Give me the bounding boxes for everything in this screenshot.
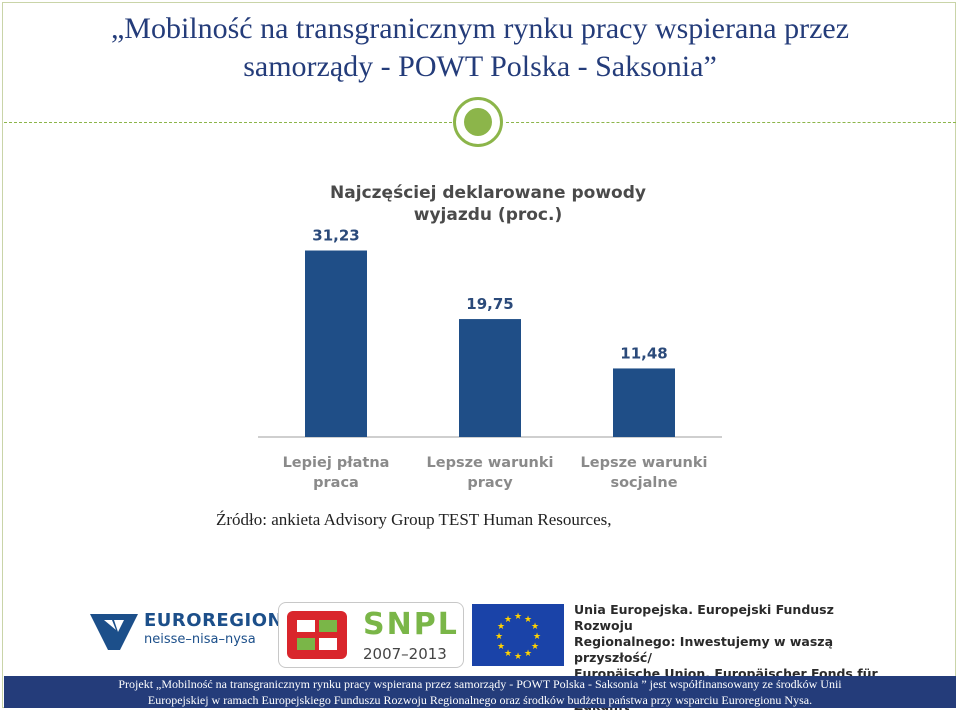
euroregion-name: EUROREGION bbox=[144, 610, 284, 631]
svg-text:★: ★ bbox=[531, 622, 539, 632]
snpl-logo: SNPL 2007–2013 bbox=[278, 602, 464, 668]
svg-text:★: ★ bbox=[504, 615, 512, 625]
slide-title-line1: „Mobilność na transgranicznym rynku prac… bbox=[110, 12, 850, 45]
euroregion-subtitle: neisse–nisa–nysa bbox=[144, 632, 256, 647]
svg-text:★: ★ bbox=[497, 622, 505, 632]
slide-title: „Mobilność na transgranicznym rynku prac… bbox=[0, 10, 960, 86]
bar-3 bbox=[613, 368, 675, 437]
eu-flag-icon: ★ ★ ★ ★ ★ ★ ★ ★ ★ ★ ★ ★ bbox=[472, 604, 564, 666]
bar-value-label-3: 11,48 bbox=[620, 344, 667, 362]
title-divider-left bbox=[4, 122, 452, 123]
svg-text:★: ★ bbox=[533, 632, 541, 642]
svg-text:★: ★ bbox=[524, 649, 532, 659]
eu-text-line2: Regionalnego: Inwestujemy w waszą przysz… bbox=[574, 634, 834, 665]
svg-text:★: ★ bbox=[514, 612, 522, 622]
svg-text:★: ★ bbox=[497, 642, 505, 652]
footer: Projekt „Mobilność na transgranicznym ry… bbox=[4, 676, 956, 708]
bar-2 bbox=[459, 319, 521, 437]
svg-text:★: ★ bbox=[495, 632, 503, 642]
circle-emblem-icon bbox=[453, 97, 503, 147]
footer-line2: Europejskiej w ramach Europejskiego Fund… bbox=[147, 693, 813, 707]
bar-1 bbox=[305, 250, 367, 437]
category-label-1-line-2: praca bbox=[313, 475, 359, 491]
title-divider-right bbox=[506, 122, 956, 123]
category-label-3-line-2: socjalne bbox=[610, 475, 677, 491]
bar-value-label-2: 19,75 bbox=[466, 295, 513, 313]
euroregion-logo: EUROREGION neisse–nisa–nysa bbox=[86, 604, 283, 656]
svg-text:★: ★ bbox=[531, 642, 539, 652]
bar-value-label-1: 31,23 bbox=[312, 227, 359, 245]
chart-title: Najczęściej deklarowane powody wyjazdu (… bbox=[318, 182, 658, 226]
svg-text:★: ★ bbox=[524, 615, 532, 625]
snpl-mark-icon bbox=[287, 611, 347, 659]
category-label-1-line-1: Lepiej płatna bbox=[283, 455, 390, 471]
footer-line1: Projekt „Mobilność na transgranicznym ry… bbox=[118, 677, 842, 691]
svg-text:★: ★ bbox=[514, 652, 522, 662]
category-label-2-line-1: Lepsze warunki bbox=[427, 455, 554, 471]
euroregion-mark-icon bbox=[90, 614, 138, 650]
category-label-3-line-1: Lepsze warunki bbox=[581, 455, 708, 471]
logo-strip: EUROREGION neisse–nisa–nysa SNPL 2007–20… bbox=[86, 600, 886, 713]
svg-text:★: ★ bbox=[504, 649, 512, 659]
chart-title-line2: wyjazdu (proc.) bbox=[413, 205, 563, 225]
snpl-name: SNPL bbox=[363, 607, 459, 642]
source-note: Źródło: ankieta Advisory Group TEST Huma… bbox=[216, 510, 612, 529]
chart-title-line1: Najczęściej deklarowane powody bbox=[330, 183, 646, 203]
snpl-years: 2007–2013 bbox=[363, 645, 447, 663]
eu-text-line1: Unia Europejska. Europejski Fundusz Rozw… bbox=[574, 602, 834, 633]
category-label-2-line-2: pracy bbox=[467, 475, 513, 491]
slide-title-line2: samorządy - POWT Polska - Saksonia” bbox=[243, 50, 717, 83]
